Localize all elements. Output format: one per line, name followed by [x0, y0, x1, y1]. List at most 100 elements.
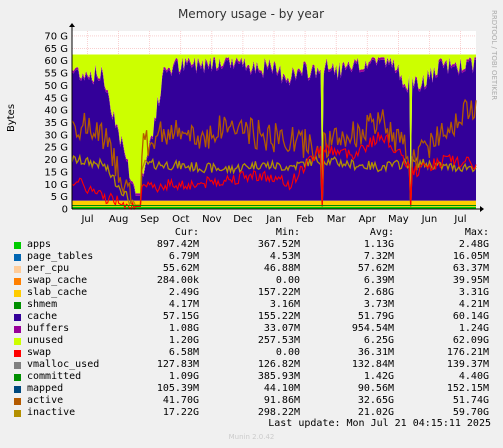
y-tick-label: 45 G: [44, 93, 68, 104]
legend-value-avg: 90.56M: [357, 383, 394, 394]
legend-row-slab_cache: slab_cache 2.49G 157.22M 2.68G 3.31G: [12, 287, 492, 300]
legend-value-max: 4.21M: [458, 299, 489, 310]
legend-value-min: 257.53M: [257, 335, 300, 346]
y-axis-arrow: [69, 23, 75, 27]
legend-value-max: 176.21M: [446, 347, 489, 358]
legend-row-mapped: mapped 105.39M 44.10M 90.56M 152.15M: [12, 383, 492, 396]
legend-label: unused: [27, 335, 64, 346]
legend-value-min: 385.93M: [257, 371, 300, 382]
legend-label: shmem: [27, 299, 58, 310]
legend-value-cur: 57.15G: [162, 311, 199, 322]
legend-row-page_tables: page_tables 6.79M 4.53M 7.32M 16.05M: [12, 251, 492, 264]
chart-title: Memory usage - by year: [178, 7, 324, 21]
x-tick-label: Jul: [453, 214, 466, 225]
legend-value-cur: 1.09G: [168, 371, 199, 382]
y-tick-label: 20 G: [44, 155, 68, 166]
x-tick-label: Mar: [327, 214, 347, 225]
legend-swatch: [14, 266, 21, 273]
legend-swatch: [14, 350, 21, 357]
legend-label: apps: [27, 239, 52, 250]
legend-value-cur: 1.20G: [168, 335, 199, 346]
legend-swatch: [14, 374, 21, 381]
line-swap: [71, 131, 477, 210]
legend-value-max: 152.15M: [446, 383, 489, 394]
header-max: Max:: [464, 227, 489, 238]
legend-value-max: 62.09G: [452, 335, 489, 346]
legend-value-cur: 55.62M: [162, 263, 199, 274]
x-axis-arrow: [480, 206, 484, 212]
legend-swatch: [14, 278, 21, 285]
legend-label: per_cpu: [27, 263, 70, 274]
x-tick-label: Dec: [233, 214, 252, 225]
legend-value-cur: 105.39M: [156, 383, 199, 394]
legend-swatch: [14, 290, 21, 297]
legend-value-max: 16.05M: [452, 251, 489, 262]
y-axis-label: Bytes: [6, 104, 17, 132]
legend-value-max: 59.70G: [452, 407, 489, 418]
legend-value-avg: 51.79G: [357, 311, 394, 322]
x-tick-label: Oct: [172, 214, 189, 225]
legend-row-cache: cache 57.15G 155.22M 51.79G 60.14G: [12, 311, 492, 324]
legend-value-avg: 1.13G: [363, 239, 394, 250]
legend-value-cur: 127.83M: [156, 359, 199, 370]
x-tick-label: May: [388, 214, 409, 225]
y-tick-label: 35 G: [44, 118, 68, 129]
legend-value-cur: 897.42M: [156, 239, 199, 250]
legend-row-inactive: inactive 17.22G 298.22M 21.02G 59.70G: [12, 407, 492, 420]
legend-swatch: [14, 326, 21, 333]
legend-value-min: 3.16M: [269, 299, 300, 310]
tick-labels: 0 5 G10 G 15 G20 G25 G 30 G35 G40 G 45 G50 G…: [44, 31, 466, 225]
legend-swatch: [14, 338, 21, 345]
x-tick-label: Sep: [140, 214, 159, 225]
y-tick-label: 5 G: [51, 192, 68, 203]
legend-row-apps: apps 897.42M 367.52M 1.13G 2.48G: [12, 239, 492, 252]
legend-label: mapped: [27, 383, 64, 394]
legend-value-min: 46.88M: [263, 263, 300, 274]
legend-row-vmalloc_used: vmalloc_used 127.83M 126.82M 132.84M 139.37M: [12, 359, 492, 372]
y-tick-label: 60 G: [44, 56, 68, 67]
legend-value-cur: 17.22G: [162, 407, 199, 418]
legend-row-active: active 41.70G 91.86M 32.65G 51.74G: [12, 395, 492, 408]
legend-label: active: [27, 395, 64, 406]
legend-row-per_cpu: per_cpu 55.62M 46.88M 57.62M 63.37M: [12, 263, 492, 276]
series-lines: [71, 98, 477, 210]
legend-value-avg: 132.84M: [351, 359, 394, 370]
header-cur: Cur:: [174, 227, 199, 238]
legend-value-avg: 36.31M: [357, 347, 394, 358]
y-tick-label: 70 G: [44, 31, 68, 42]
watermark-text: RRDTOOL / TOBI OETIKER: [490, 10, 498, 100]
legend-value-max: 39.95M: [452, 275, 489, 286]
legend-row-unused: unused 1.20G 257.53M 6.25G 62.09G: [12, 335, 492, 348]
legend-value-avg: 6.25G: [363, 335, 394, 346]
legend-value-avg: 3.73M: [363, 299, 394, 310]
x-tick-label: Jul: [80, 214, 93, 225]
legend-value-min: 155.22M: [257, 311, 300, 322]
legend-row-swap_cache: swap_cache 284.00k 0.00 6.39M 39.95M: [12, 275, 492, 288]
legend-value-cur: 6.79M: [168, 251, 199, 262]
legend-value-min: 33.07M: [263, 323, 300, 334]
area-cache: [72, 59, 476, 201]
legend-value-avg: 21.02G: [357, 407, 394, 418]
legend-label: swap_cache: [27, 275, 88, 286]
stacked-areas: [72, 54, 476, 209]
legend-value-min: 0.00: [275, 275, 300, 286]
legend-swatch: [14, 302, 21, 309]
legend-value-cur: 41.70G: [162, 395, 199, 406]
y-tick-label: 25 G: [44, 143, 68, 154]
legend-row-committed: committed 1.09G 385.93M 1.42G 4.40G: [12, 371, 492, 384]
y-tick-label: 10 G: [44, 180, 68, 191]
y-tick-label: 15 G: [44, 167, 68, 178]
y-tick-label: 40 G: [44, 106, 68, 117]
x-tick-label: Nov: [202, 214, 222, 225]
legend-value-min: 367.52M: [257, 239, 300, 250]
legend-value-min: 91.86M: [263, 395, 300, 406]
legend-value-cur: 1.08G: [168, 323, 199, 334]
legend-value-avg: 7.32M: [363, 251, 394, 262]
legend-value-max: 2.48G: [458, 239, 489, 250]
x-tick-label: Jun: [421, 214, 438, 225]
legend-label: page_tables: [27, 251, 94, 262]
y-tick-label: 65 G: [44, 44, 68, 55]
legend-swatch: [14, 314, 21, 321]
legend-value-avg: 954.54M: [351, 323, 394, 334]
